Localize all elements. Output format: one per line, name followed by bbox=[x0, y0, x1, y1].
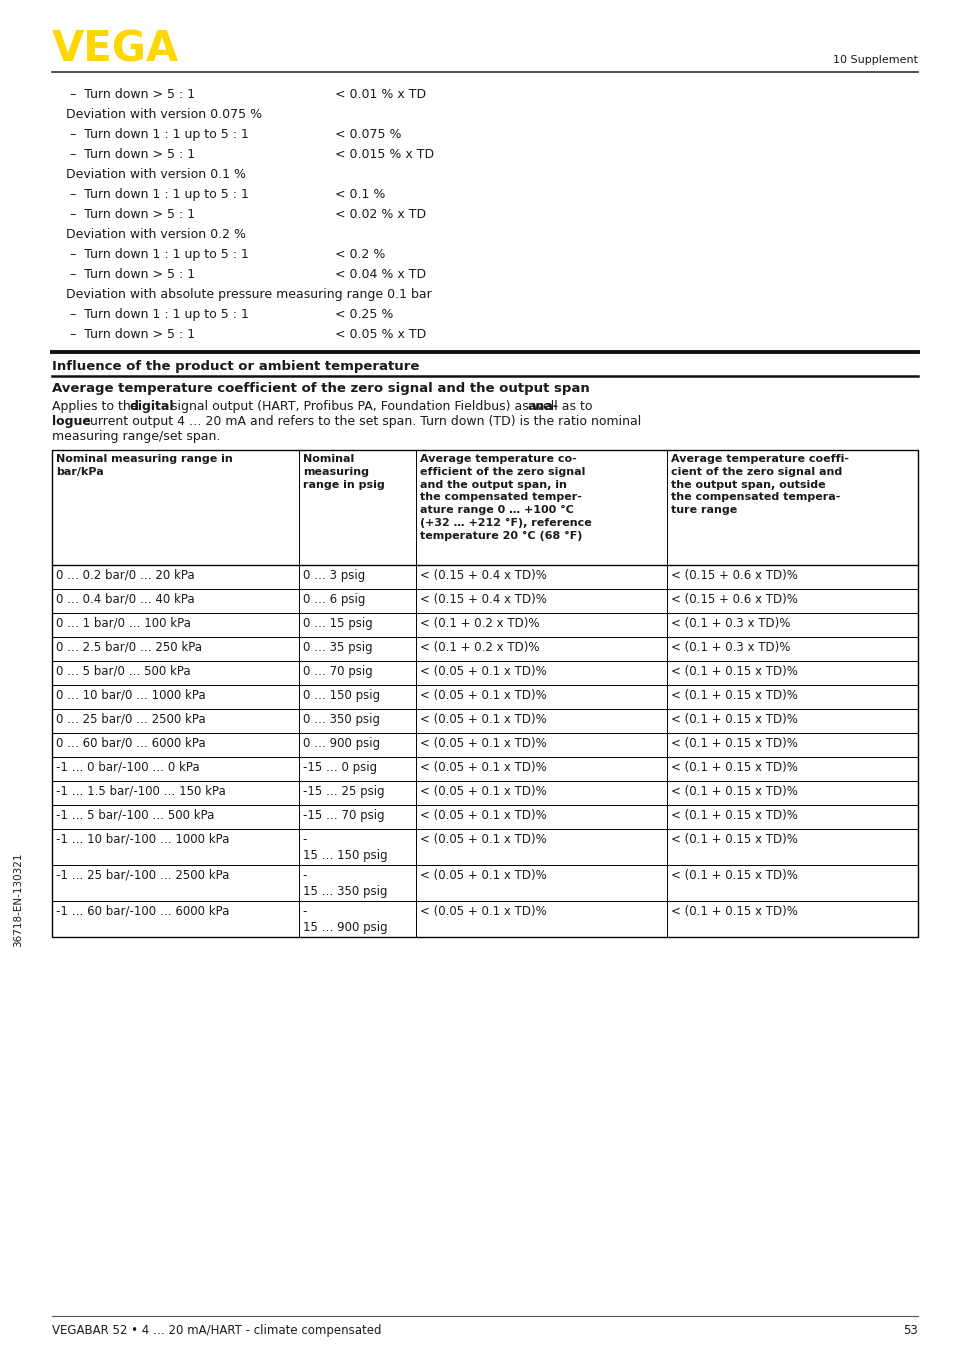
Text: Deviation with absolute pressure measuring range 0.1 bar: Deviation with absolute pressure measuri… bbox=[66, 288, 432, 301]
Text: < (0.05 + 0.1 x TD)%: < (0.05 + 0.1 x TD)% bbox=[419, 714, 546, 726]
Text: Nominal
measuring
range in psig: Nominal measuring range in psig bbox=[302, 454, 384, 490]
Text: Deviation with version 0.075 %: Deviation with version 0.075 % bbox=[66, 108, 262, 121]
Text: < 0.075 %: < 0.075 % bbox=[335, 129, 401, 141]
Text: -1 … 25 bar/-100 … 2500 kPa: -1 … 25 bar/-100 … 2500 kPa bbox=[56, 869, 229, 881]
Text: VEGABAR 52 • 4 … 20 mA/HART - climate compensated: VEGABAR 52 • 4 … 20 mA/HART - climate co… bbox=[52, 1324, 381, 1336]
Text: -
15 … 900 psig: - 15 … 900 psig bbox=[302, 904, 387, 934]
Text: logue: logue bbox=[52, 414, 91, 428]
Text: 0 … 150 psig: 0 … 150 psig bbox=[302, 689, 379, 701]
Text: < (0.15 + 0.6 x TD)%: < (0.15 + 0.6 x TD)% bbox=[670, 569, 797, 582]
Text: -
15 … 150 psig: - 15 … 150 psig bbox=[302, 833, 387, 862]
Text: < 0.01 % x TD: < 0.01 % x TD bbox=[335, 88, 426, 102]
Text: 0 … 2.5 bar/0 … 250 kPa: 0 … 2.5 bar/0 … 250 kPa bbox=[56, 640, 202, 654]
Text: –  Turn down 1 : 1 up to 5 : 1: – Turn down 1 : 1 up to 5 : 1 bbox=[66, 129, 249, 141]
Text: -15 … 70 psig: -15 … 70 psig bbox=[302, 808, 384, 822]
Text: -1 … 60 bar/-100 … 6000 kPa: -1 … 60 bar/-100 … 6000 kPa bbox=[56, 904, 229, 918]
Text: < (0.05 + 0.1 x TD)%: < (0.05 + 0.1 x TD)% bbox=[419, 761, 546, 774]
Text: < 0.05 % x TD: < 0.05 % x TD bbox=[335, 328, 426, 341]
Text: Influence of the product or ambient temperature: Influence of the product or ambient temp… bbox=[52, 360, 419, 372]
Text: digital: digital bbox=[129, 399, 173, 413]
Text: –  Turn down 1 : 1 up to 5 : 1: – Turn down 1 : 1 up to 5 : 1 bbox=[66, 188, 249, 200]
Text: 0 … 60 bar/0 … 6000 kPa: 0 … 60 bar/0 … 6000 kPa bbox=[56, 737, 206, 750]
Text: < (0.1 + 0.2 x TD)%: < (0.1 + 0.2 x TD)% bbox=[419, 640, 538, 654]
Text: -1 … 1.5 bar/-100 … 150 kPa: -1 … 1.5 bar/-100 … 150 kPa bbox=[56, 785, 226, 798]
Text: < (0.1 + 0.15 x TD)%: < (0.1 + 0.15 x TD)% bbox=[670, 869, 797, 881]
Text: –  Turn down 1 : 1 up to 5 : 1: – Turn down 1 : 1 up to 5 : 1 bbox=[66, 307, 249, 321]
Text: –  Turn down > 5 : 1: – Turn down > 5 : 1 bbox=[66, 88, 195, 102]
Text: 0 … 10 bar/0 … 1000 kPa: 0 … 10 bar/0 … 1000 kPa bbox=[56, 689, 206, 701]
Text: < 0.04 % x TD: < 0.04 % x TD bbox=[335, 268, 426, 282]
Bar bbox=[52, 450, 917, 937]
Text: signal output (HART, Profibus PA, Foundation Fieldbus) as well as to: signal output (HART, Profibus PA, Founda… bbox=[167, 399, 597, 413]
Text: 0 … 1 bar/0 … 100 kPa: 0 … 1 bar/0 … 100 kPa bbox=[56, 617, 191, 630]
Text: Applies to the: Applies to the bbox=[52, 399, 142, 413]
Text: 0 … 25 bar/0 … 2500 kPa: 0 … 25 bar/0 … 2500 kPa bbox=[56, 714, 206, 726]
Text: 0 … 0.4 bar/0 … 40 kPa: 0 … 0.4 bar/0 … 40 kPa bbox=[56, 593, 194, 607]
Text: 0 … 5 bar/0 … 500 kPa: 0 … 5 bar/0 … 500 kPa bbox=[56, 665, 191, 678]
Text: < 0.02 % x TD: < 0.02 % x TD bbox=[335, 209, 426, 221]
Text: 36718-EN-130321: 36718-EN-130321 bbox=[13, 853, 23, 948]
Text: -15 … 25 psig: -15 … 25 psig bbox=[302, 785, 384, 798]
Text: -1 … 5 bar/-100 … 500 kPa: -1 … 5 bar/-100 … 500 kPa bbox=[56, 808, 214, 822]
Text: –  Turn down > 5 : 1: – Turn down > 5 : 1 bbox=[66, 328, 195, 341]
Text: < (0.05 + 0.1 x TD)%: < (0.05 + 0.1 x TD)% bbox=[419, 665, 546, 678]
Text: –  Turn down 1 : 1 up to 5 : 1: – Turn down 1 : 1 up to 5 : 1 bbox=[66, 248, 249, 261]
Text: < (0.1 + 0.3 x TD)%: < (0.1 + 0.3 x TD)% bbox=[670, 617, 789, 630]
Text: VEGA: VEGA bbox=[52, 28, 179, 70]
Text: < (0.1 + 0.15 x TD)%: < (0.1 + 0.15 x TD)% bbox=[670, 808, 797, 822]
Text: -1 … 0 bar/-100 … 0 kPa: -1 … 0 bar/-100 … 0 kPa bbox=[56, 761, 199, 774]
Text: 0 … 900 psig: 0 … 900 psig bbox=[302, 737, 379, 750]
Text: Nominal measuring range in
bar/kPa: Nominal measuring range in bar/kPa bbox=[56, 454, 233, 477]
Text: Deviation with version 0.1 %: Deviation with version 0.1 % bbox=[66, 168, 246, 181]
Text: 53: 53 bbox=[902, 1324, 917, 1336]
Text: < (0.15 + 0.6 x TD)%: < (0.15 + 0.6 x TD)% bbox=[670, 593, 797, 607]
Text: < (0.1 + 0.15 x TD)%: < (0.1 + 0.15 x TD)% bbox=[670, 785, 797, 798]
Text: -15 … 0 psig: -15 … 0 psig bbox=[302, 761, 376, 774]
Text: 0 … 350 psig: 0 … 350 psig bbox=[302, 714, 379, 726]
Text: 0 … 15 psig: 0 … 15 psig bbox=[302, 617, 373, 630]
Text: < (0.1 + 0.15 x TD)%: < (0.1 + 0.15 x TD)% bbox=[670, 689, 797, 701]
Text: < (0.1 + 0.15 x TD)%: < (0.1 + 0.15 x TD)% bbox=[670, 833, 797, 846]
Text: 0 … 35 psig: 0 … 35 psig bbox=[302, 640, 372, 654]
Text: < 0.015 % x TD: < 0.015 % x TD bbox=[335, 148, 434, 161]
Text: < (0.15 + 0.4 x TD)%: < (0.15 + 0.4 x TD)% bbox=[419, 593, 546, 607]
Text: < 0.2 %: < 0.2 % bbox=[335, 248, 385, 261]
Text: Average temperature coeffi-
cient of the zero signal and
the output span, outsid: Average temperature coeffi- cient of the… bbox=[670, 454, 848, 516]
Text: 0 … 6 psig: 0 … 6 psig bbox=[302, 593, 365, 607]
Text: < (0.1 + 0.15 x TD)%: < (0.1 + 0.15 x TD)% bbox=[670, 665, 797, 678]
Text: -1 … 10 bar/-100 … 1000 kPa: -1 … 10 bar/-100 … 1000 kPa bbox=[56, 833, 229, 846]
Text: 0 … 70 psig: 0 … 70 psig bbox=[302, 665, 373, 678]
Text: < (0.15 + 0.4 x TD)%: < (0.15 + 0.4 x TD)% bbox=[419, 569, 546, 582]
Text: < (0.1 + 0.15 x TD)%: < (0.1 + 0.15 x TD)% bbox=[670, 761, 797, 774]
Text: < (0.05 + 0.1 x TD)%: < (0.05 + 0.1 x TD)% bbox=[419, 808, 546, 822]
Text: < (0.1 + 0.15 x TD)%: < (0.1 + 0.15 x TD)% bbox=[670, 904, 797, 918]
Text: ana-: ana- bbox=[527, 399, 558, 413]
Text: < (0.05 + 0.1 x TD)%: < (0.05 + 0.1 x TD)% bbox=[419, 869, 546, 881]
Text: 0 … 0.2 bar/0 … 20 kPa: 0 … 0.2 bar/0 … 20 kPa bbox=[56, 569, 194, 582]
Text: –  Turn down > 5 : 1: – Turn down > 5 : 1 bbox=[66, 148, 195, 161]
Text: –  Turn down > 5 : 1: – Turn down > 5 : 1 bbox=[66, 209, 195, 221]
Text: –  Turn down > 5 : 1: – Turn down > 5 : 1 bbox=[66, 268, 195, 282]
Text: < (0.1 + 0.15 x TD)%: < (0.1 + 0.15 x TD)% bbox=[670, 714, 797, 726]
Text: Average temperature coefficient of the zero signal and the output span: Average temperature coefficient of the z… bbox=[52, 382, 589, 395]
Text: Deviation with version 0.2 %: Deviation with version 0.2 % bbox=[66, 227, 246, 241]
Text: 10 Supplement: 10 Supplement bbox=[832, 56, 917, 65]
Text: < (0.1 + 0.2 x TD)%: < (0.1 + 0.2 x TD)% bbox=[419, 617, 538, 630]
Text: < (0.1 + 0.3 x TD)%: < (0.1 + 0.3 x TD)% bbox=[670, 640, 789, 654]
Text: < 0.1 %: < 0.1 % bbox=[335, 188, 385, 200]
Text: < (0.05 + 0.1 x TD)%: < (0.05 + 0.1 x TD)% bbox=[419, 785, 546, 798]
Text: -
15 … 350 psig: - 15 … 350 psig bbox=[302, 869, 387, 898]
Text: measuring range/set span.: measuring range/set span. bbox=[52, 431, 220, 443]
Text: < (0.05 + 0.1 x TD)%: < (0.05 + 0.1 x TD)% bbox=[419, 904, 546, 918]
Text: < (0.05 + 0.1 x TD)%: < (0.05 + 0.1 x TD)% bbox=[419, 689, 546, 701]
Text: < 0.25 %: < 0.25 % bbox=[335, 307, 393, 321]
Text: < (0.05 + 0.1 x TD)%: < (0.05 + 0.1 x TD)% bbox=[419, 833, 546, 846]
Text: 0 … 3 psig: 0 … 3 psig bbox=[302, 569, 365, 582]
Text: < (0.05 + 0.1 x TD)%: < (0.05 + 0.1 x TD)% bbox=[419, 737, 546, 750]
Text: Average temperature co-
efficient of the zero signal
and the output span, in
the: Average temperature co- efficient of the… bbox=[419, 454, 591, 542]
Text: current output 4 … 20 mA and refers to the set span. Turn down (TD) is the ratio: current output 4 … 20 mA and refers to t… bbox=[79, 414, 640, 428]
Text: < (0.1 + 0.15 x TD)%: < (0.1 + 0.15 x TD)% bbox=[670, 737, 797, 750]
